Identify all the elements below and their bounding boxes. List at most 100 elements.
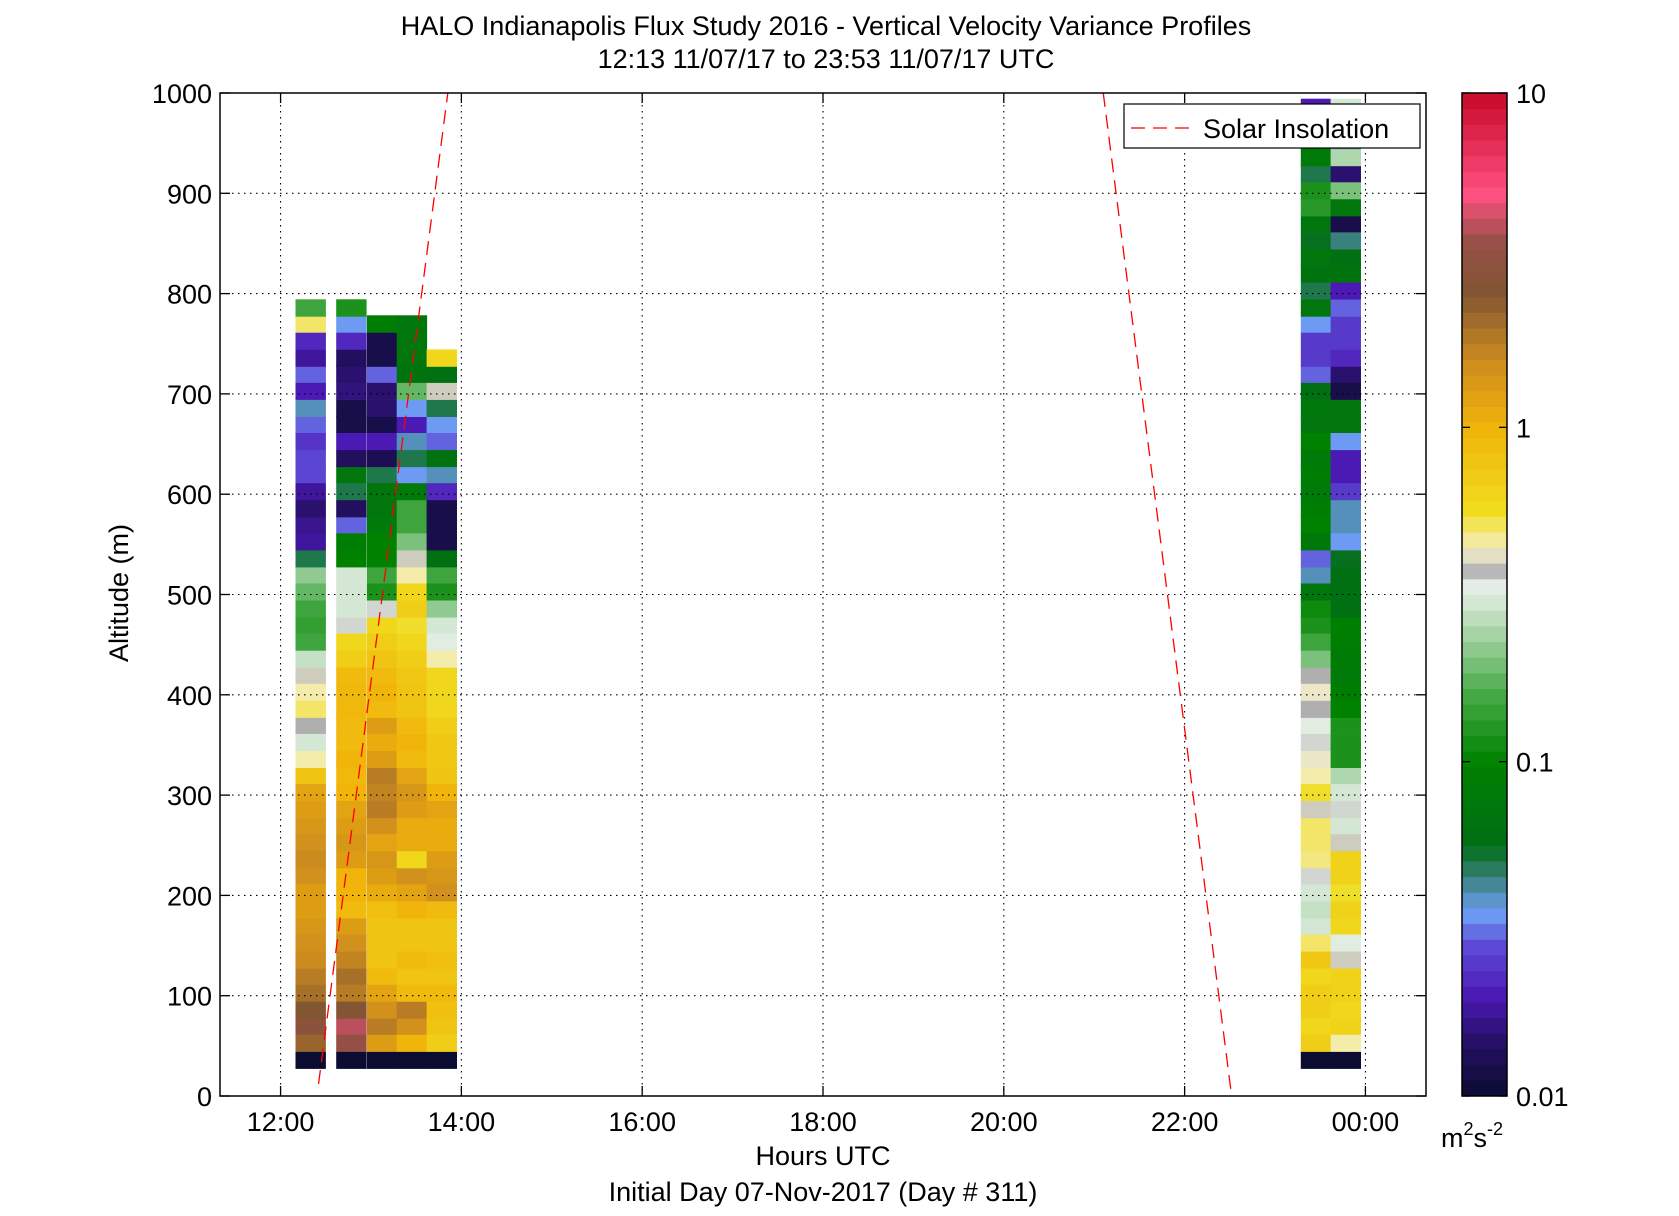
colorbar-band <box>1462 907 1507 925</box>
heatmap-cell <box>1330 465 1361 484</box>
heatmap-cell <box>396 750 428 768</box>
heatmap-cell <box>396 616 428 634</box>
heatmap-cell <box>426 800 457 819</box>
heatmap-cell <box>1300 199 1332 217</box>
heatmap-cell <box>366 550 398 568</box>
heatmap-cell <box>1330 951 1361 969</box>
colorbar-band <box>1462 625 1507 643</box>
heatmap-cell <box>1300 583 1332 601</box>
heatmap-cell <box>396 901 428 919</box>
heatmap-cell <box>336 1034 367 1052</box>
x-tick-label: 18:00 <box>789 1107 857 1137</box>
colorbar-band <box>1462 798 1507 815</box>
heatmap-cell <box>396 1051 428 1069</box>
heatmap-cell <box>426 382 457 400</box>
heatmap-cell <box>396 600 428 618</box>
colorbar-band <box>1462 782 1507 799</box>
heatmap-cell <box>426 349 457 367</box>
heatmap-cell <box>1300 533 1332 551</box>
heatmap-cell <box>426 850 457 869</box>
heatmap-cell <box>336 917 367 935</box>
colorbar-band <box>1462 860 1507 878</box>
heatmap-cell <box>1300 867 1332 885</box>
colorbar-unit: m2s-2 <box>1441 1119 1503 1153</box>
heatmap-cell <box>336 349 367 367</box>
y-tick-label: 200 <box>167 881 212 911</box>
y-tick-label: 700 <box>167 380 212 410</box>
heatmap-cell <box>426 1051 457 1069</box>
colorbar-band <box>1462 547 1507 564</box>
heatmap-cell <box>1300 499 1332 518</box>
y-axis-ticks: 0 100 200 300 400 500 600 700 800 900 1000 <box>152 79 1426 1112</box>
heatmap-cell <box>295 1034 326 1052</box>
heatmap-cell <box>1300 265 1332 283</box>
heatmap-cell <box>1330 265 1361 283</box>
heatmap-cell <box>366 683 398 701</box>
heatmap-cell <box>366 766 398 785</box>
y-tick-label: 800 <box>167 280 212 310</box>
heatmap-cell <box>426 984 457 1002</box>
heatmap-cell <box>1330 399 1361 417</box>
heatmap-cell <box>1300 566 1332 584</box>
heatmap-cell <box>295 515 326 534</box>
heatmap-cell <box>1330 967 1361 985</box>
x-tick-label: 00:00 <box>1332 1107 1400 1137</box>
colorbar-band <box>1462 93 1507 110</box>
heatmap-cell <box>1330 164 1361 183</box>
heatmap-cell <box>295 550 326 568</box>
heatmap-cell <box>295 683 326 701</box>
heatmap-cell <box>1300 600 1332 618</box>
colorbar-band <box>1462 312 1507 329</box>
colorbar-band <box>1462 704 1507 721</box>
colorbar-band <box>1462 813 1507 831</box>
heatmap-cell <box>1330 365 1361 383</box>
heatmap-cell <box>336 683 367 701</box>
heatmap-cell <box>336 984 367 1002</box>
colorbar-band <box>1462 766 1507 784</box>
heatmap-cell <box>336 766 367 785</box>
colorbar-band <box>1462 390 1507 407</box>
heatmap-cell <box>295 766 326 785</box>
y-tick-label: 300 <box>167 781 212 811</box>
heatmap-cell <box>396 399 428 417</box>
colorbar-band <box>1462 1080 1507 1097</box>
heatmap-cell <box>396 884 428 902</box>
heatmap-cell <box>336 332 367 350</box>
heatmap-cell <box>426 449 457 468</box>
heatmap-cell <box>336 1017 367 1035</box>
heatmap-cell <box>366 1034 398 1052</box>
heatmap-cell <box>366 716 398 734</box>
heatmap-cell <box>366 499 398 518</box>
heatmap-cell <box>1330 550 1361 568</box>
heatmap-cell <box>1300 332 1332 350</box>
heatmap-cell <box>426 816 457 835</box>
x-tick-label: 22:00 <box>1151 1107 1219 1137</box>
heatmap-cell <box>366 666 398 684</box>
heatmap-cell <box>426 733 457 751</box>
heatmap-cell <box>366 901 398 919</box>
heatmap-cell <box>426 415 457 433</box>
heatmap-cell <box>366 1017 398 1035</box>
heatmap-cell <box>396 867 428 885</box>
heatmap-cell <box>1300 1034 1332 1052</box>
heatmap-cell <box>295 315 326 333</box>
heatmap-cell <box>295 349 326 367</box>
heatmap-cell <box>336 550 367 568</box>
x-tick-label: 14:00 <box>428 1107 496 1137</box>
heatmap-cell <box>366 349 398 367</box>
heatmap-cell <box>396 650 428 668</box>
heatmap-cell <box>396 783 428 802</box>
heatmap-cell <box>336 482 367 501</box>
heatmap-cell <box>396 850 428 869</box>
heatmap-cell <box>366 833 398 852</box>
heatmap-cell <box>426 432 457 451</box>
heatmap-cell <box>1330 449 1361 468</box>
heatmap-cell <box>1330 850 1361 869</box>
heatmap-cell <box>295 716 326 734</box>
colorbar-band <box>1462 249 1507 266</box>
legend-box <box>1123 103 1421 149</box>
heatmap-cell <box>366 382 398 400</box>
heatmap-cell <box>1300 164 1332 183</box>
heatmap-cell <box>426 766 457 785</box>
colorbar-band <box>1462 1064 1507 1081</box>
